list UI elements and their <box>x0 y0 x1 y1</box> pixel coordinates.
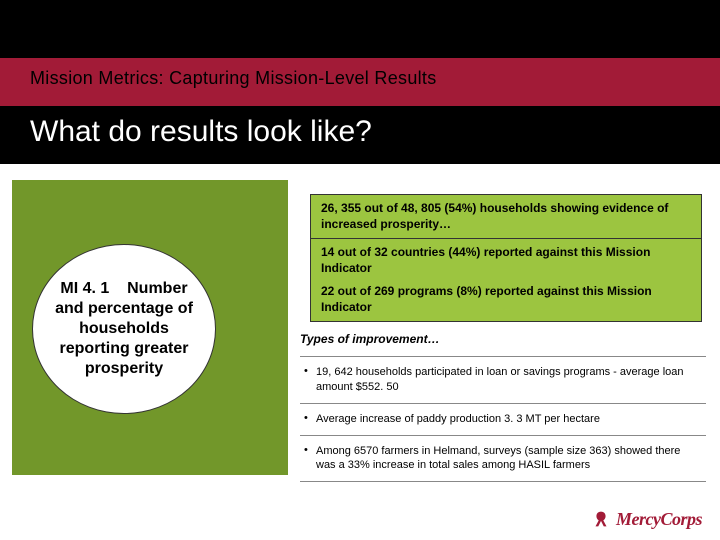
list-item: 19, 642 households participated in loan … <box>300 356 706 403</box>
logo-icon <box>590 508 612 530</box>
indicator-circle: MI 4. 1 Number and percentage of househo… <box>32 244 216 414</box>
logo-text: MercyCorps <box>616 509 702 530</box>
fact-1-text: 26, 355 out of 48, 805 (54%) households … <box>321 201 691 232</box>
subtitle: Mission Metrics: Capturing Mission-Level… <box>30 68 437 89</box>
indicator-code: MI 4. 1 <box>60 280 109 297</box>
bullet-list: 19, 642 households participated in loan … <box>300 356 706 482</box>
indicator-text: MI 4. 1 Number and percentage of househo… <box>45 279 203 379</box>
slide: Mission Metrics: Capturing Mission-Level… <box>0 0 720 540</box>
fact-2b-text: 22 out of 269 programs (8%) reported aga… <box>321 284 691 315</box>
fact-box-1: 26, 355 out of 48, 805 (54%) households … <box>310 194 702 239</box>
list-item: Among 6570 farmers in Helmand, surveys (… <box>300 435 706 483</box>
list-item: Average increase of paddy production 3. … <box>300 403 706 435</box>
fact-2a-text: 14 out of 32 countries (44%) reported ag… <box>321 245 691 276</box>
fact-box-2: 14 out of 32 countries (44%) reported ag… <box>310 238 702 322</box>
types-heading: Types of improvement… <box>300 332 440 346</box>
title: What do results look like? <box>30 115 372 149</box>
logo: MercyCorps <box>590 508 702 530</box>
